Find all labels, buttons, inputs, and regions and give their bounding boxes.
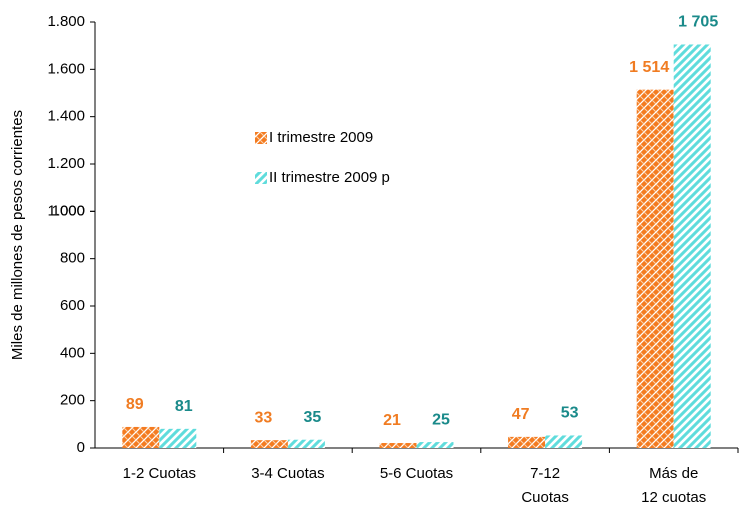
- y-tick-label: 400: [60, 344, 85, 361]
- value-label: 35: [304, 409, 322, 426]
- y-tick-label: 1.400: [47, 108, 85, 125]
- bar: [379, 443, 417, 448]
- bar: [250, 440, 288, 448]
- legend-swatch: [255, 132, 267, 144]
- bar: [636, 89, 674, 448]
- bar: [159, 428, 197, 448]
- y-tick-label: 1000: [52, 202, 85, 219]
- y-tick-label: 0: [77, 439, 85, 456]
- y-tick-label: 1.000: [47, 202, 85, 219]
- value-label: 25: [432, 411, 450, 428]
- x-tick-label: 1-2 Cuotas: [123, 465, 196, 482]
- value-label: 1 705: [678, 14, 718, 31]
- value-label: 47: [512, 406, 530, 423]
- bar: [122, 426, 160, 448]
- legend-label: II trimestre 2009 p: [269, 169, 390, 186]
- bar: [545, 435, 583, 448]
- legend-label: I trimestre 2009: [269, 129, 373, 146]
- y-axis-title: Miles de millones de pesos corrientes: [9, 110, 26, 360]
- y-tick-label: 1.600: [47, 60, 85, 77]
- value-label: 81: [175, 398, 193, 415]
- bar: [416, 442, 454, 448]
- y-tick-label: 200: [60, 392, 85, 409]
- x-tick-label: Más de 12 cuotas: [641, 465, 706, 506]
- value-label: 53: [561, 405, 579, 422]
- bar: [673, 44, 711, 448]
- y-tick-label: 600: [60, 297, 85, 314]
- legend-swatch: [255, 172, 267, 184]
- y-tick-label: 800: [60, 250, 85, 267]
- value-label: 1 514: [629, 59, 669, 76]
- value-label: 89: [126, 396, 144, 413]
- y-tick-label: 1.200: [47, 155, 85, 172]
- bar: [508, 436, 546, 448]
- x-tick-label: 7-12 Cuotas: [521, 465, 569, 506]
- value-label: 21: [383, 412, 401, 429]
- value-label: 33: [255, 409, 273, 426]
- y-tick-label: 1.800: [47, 13, 85, 30]
- x-tick-label: 5-6 Cuotas: [380, 465, 453, 482]
- bar: [287, 439, 325, 448]
- x-tick-label: 3-4 Cuotas: [251, 465, 324, 482]
